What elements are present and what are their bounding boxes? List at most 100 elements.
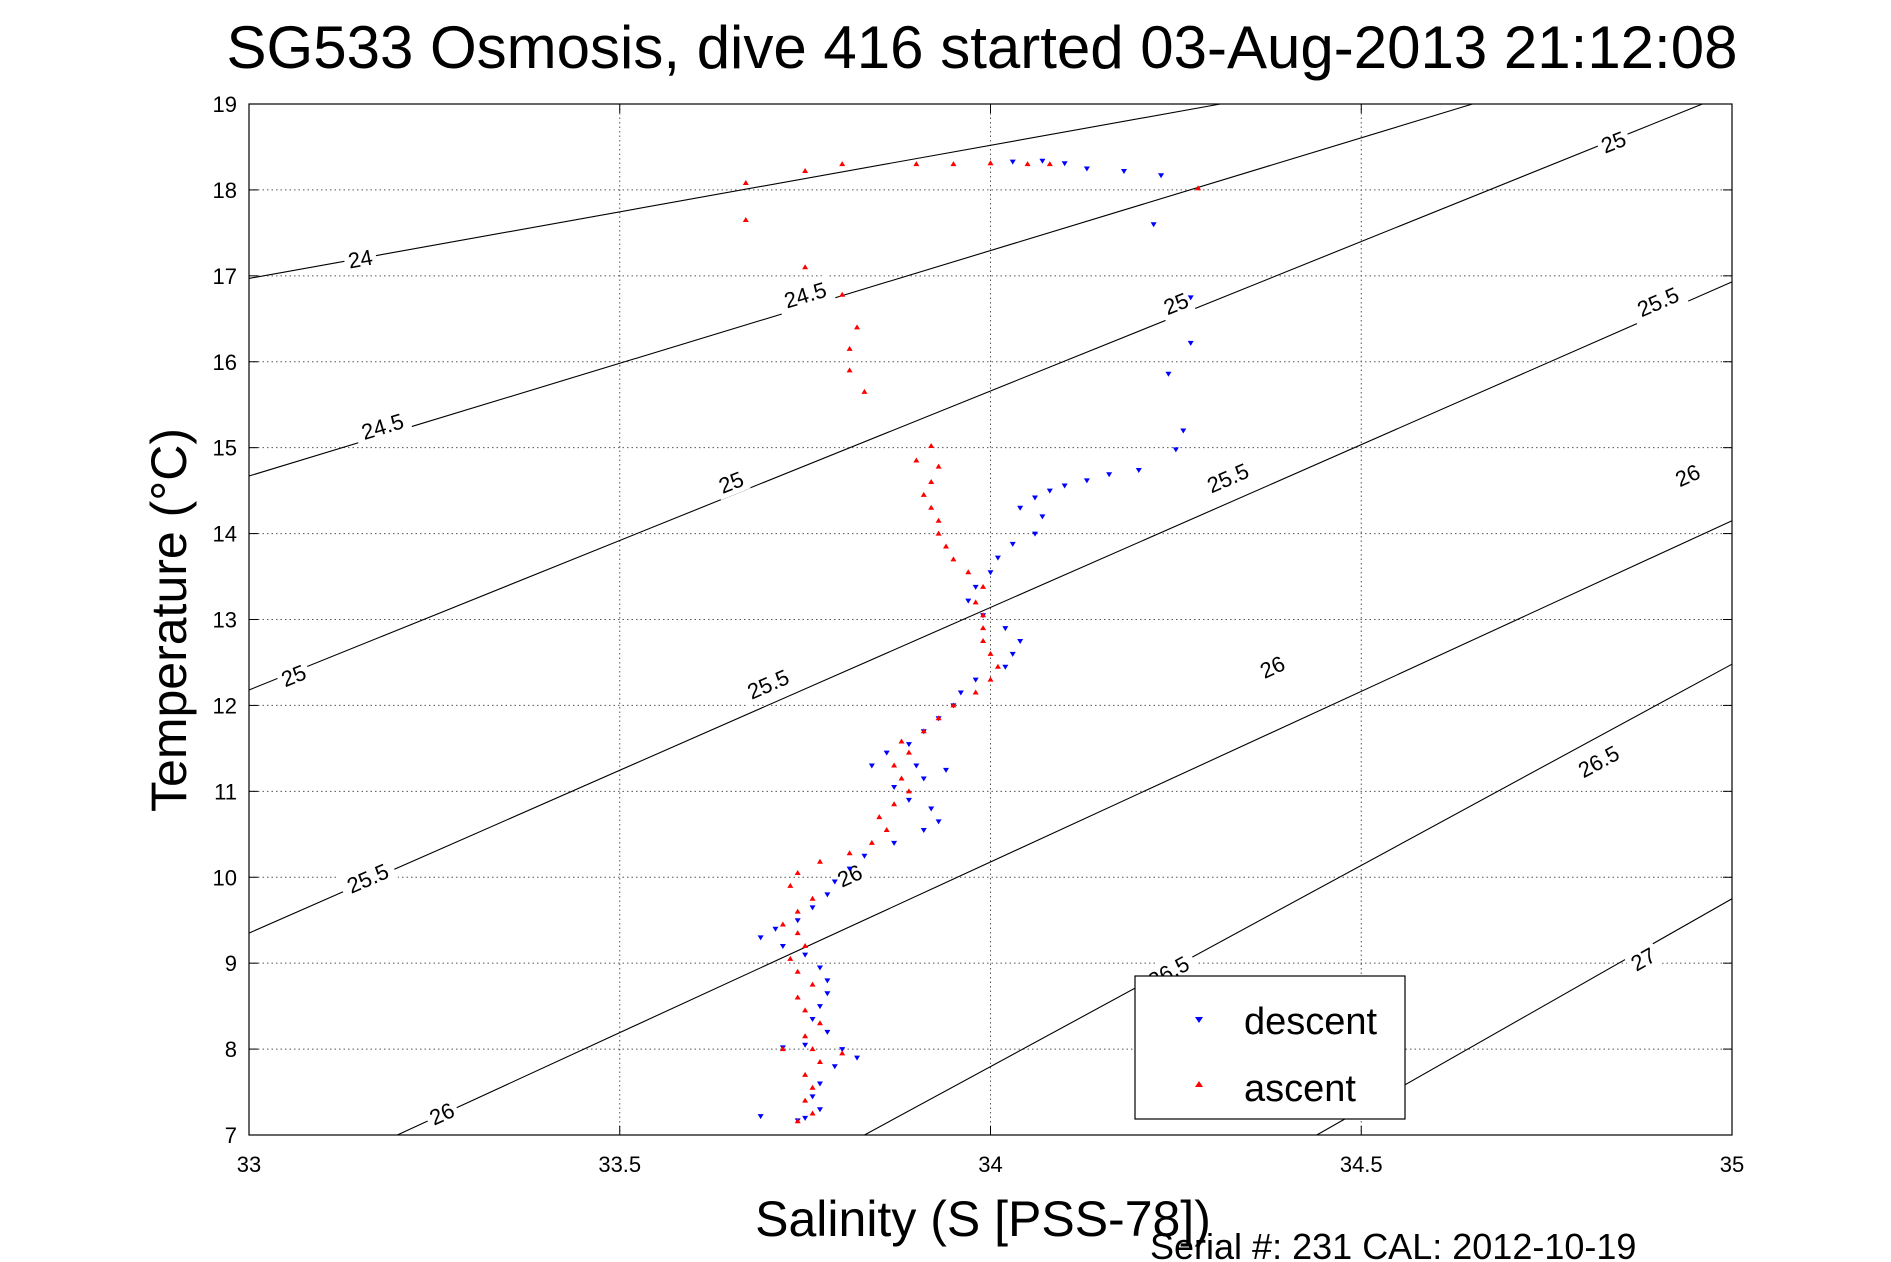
y-tick-label: 12 — [213, 693, 237, 718]
descent-point — [928, 806, 935, 812]
descent-point — [943, 767, 950, 773]
descent-point — [809, 1094, 816, 1100]
contour-label-background — [1622, 939, 1664, 979]
descent-point — [972, 584, 979, 590]
ascent-point — [846, 850, 853, 856]
ascent-point — [972, 599, 979, 605]
legend-box — [1134, 975, 1406, 1120]
contour-label-background — [342, 243, 379, 275]
descent-point — [757, 1114, 764, 1120]
descent-point — [816, 1004, 823, 1010]
ascent-point — [950, 702, 957, 708]
contour-label-background — [351, 405, 414, 447]
ascent-point — [794, 968, 801, 974]
y-tick-label: 7 — [225, 1123, 237, 1148]
ascent-point — [794, 869, 801, 875]
ascent-point — [787, 955, 794, 961]
contour-label-background — [774, 274, 836, 316]
descent-point — [854, 1055, 861, 1061]
descent-point — [846, 866, 853, 872]
descent-point — [1002, 626, 1009, 632]
ascent-series — [742, 160, 1202, 1124]
grid — [249, 104, 1732, 1135]
ascent-point — [802, 1033, 809, 1039]
descent-point — [831, 1064, 838, 1070]
descent-point — [1120, 169, 1127, 175]
serial-label: Serial #: — [1150, 1226, 1282, 1262]
ascent-point — [809, 1046, 816, 1052]
plot-area: 2424.524.52525252525.525.525.525.5262626… — [248, 103, 1733, 1136]
ascent-point — [883, 826, 890, 832]
ascent-point — [928, 479, 935, 485]
ascent-point — [891, 801, 898, 807]
descent-point — [1187, 340, 1194, 346]
ascent-point — [987, 676, 994, 682]
contour-label-background — [1196, 454, 1259, 501]
descent-point — [972, 677, 979, 683]
ascent-point — [1195, 185, 1202, 191]
chart-title: SG533 Osmosis, dive 416 started 03-Aug-2… — [227, 14, 1738, 81]
ascent-point — [943, 543, 950, 549]
descent-point — [1106, 472, 1113, 478]
y-axis-ticks: 7 8 9 10 11 12 13 14 15 16 17 18 19 — [213, 92, 1732, 1148]
y-tick-label: 10 — [213, 865, 237, 890]
ascent-point — [935, 715, 942, 721]
ascent-point — [816, 1020, 823, 1026]
legend-ascent-label: ascent — [1244, 1068, 1356, 1110]
ascent-point — [891, 762, 898, 768]
x-tick-label: 33 — [237, 1152, 261, 1177]
contour-label-background — [273, 657, 314, 694]
contour-label-background — [1593, 123, 1634, 160]
x-axis-label: Salinity (S [PSS-78]) — [755, 1191, 1211, 1247]
descent-point — [957, 690, 964, 696]
ascent-point — [920, 491, 927, 497]
descent-point — [913, 763, 920, 769]
ascent-point — [905, 749, 912, 755]
density-contour-26 — [397, 520, 1733, 1136]
x-axis-ticks: 33 33.5 34 34.5 35 — [237, 104, 1744, 1177]
ascent-point — [802, 264, 809, 270]
ascent-point — [809, 895, 816, 901]
descent-point — [1039, 158, 1046, 164]
contour-label-background — [1667, 456, 1708, 494]
ascent-point — [913, 457, 920, 463]
descent-point — [935, 819, 942, 825]
descent-point — [824, 892, 831, 898]
x-tick-label: 34 — [978, 1152, 1002, 1177]
ascent-point — [950, 161, 957, 167]
ascent-point — [816, 858, 823, 864]
ascent-point — [846, 367, 853, 373]
descent-point — [824, 991, 831, 997]
descent-point — [1150, 222, 1157, 228]
ascent-point — [802, 168, 809, 174]
legend-descent-label: descent — [1244, 1001, 1378, 1043]
y-tick-label: 17 — [213, 264, 237, 289]
descent-point — [1017, 638, 1024, 644]
ascent-point — [742, 180, 749, 186]
ascent-point — [809, 1084, 816, 1090]
ascent-point — [980, 583, 987, 589]
x-tick-label: 34.5 — [1340, 1152, 1383, 1177]
ascent-point — [839, 291, 846, 297]
descent-point — [1061, 483, 1068, 489]
ascent-point — [980, 637, 987, 643]
density-contour-26.5 — [864, 663, 1733, 1136]
density-contour-24.5 — [248, 103, 1473, 477]
contour-label-background — [1156, 285, 1196, 322]
serial-value: 231 — [1292, 1226, 1352, 1262]
descent-point — [891, 785, 898, 791]
descent-point — [1039, 514, 1046, 520]
descent-point — [965, 598, 972, 604]
ascent-point — [920, 728, 927, 734]
descent-point — [1046, 488, 1053, 494]
ascent-point — [994, 663, 1001, 669]
ascent-point — [809, 981, 816, 987]
ascent-point — [854, 324, 861, 330]
serial-number-text: Serial #: 231 CAL: 2012-10-19 — [1150, 1226, 1636, 1262]
descent-point — [1083, 478, 1090, 484]
ascent-point — [802, 1071, 809, 1077]
y-tick-label: 15 — [213, 436, 237, 461]
ascent-point — [980, 625, 987, 631]
ascent-point — [861, 388, 868, 394]
ascent-point — [905, 788, 912, 794]
